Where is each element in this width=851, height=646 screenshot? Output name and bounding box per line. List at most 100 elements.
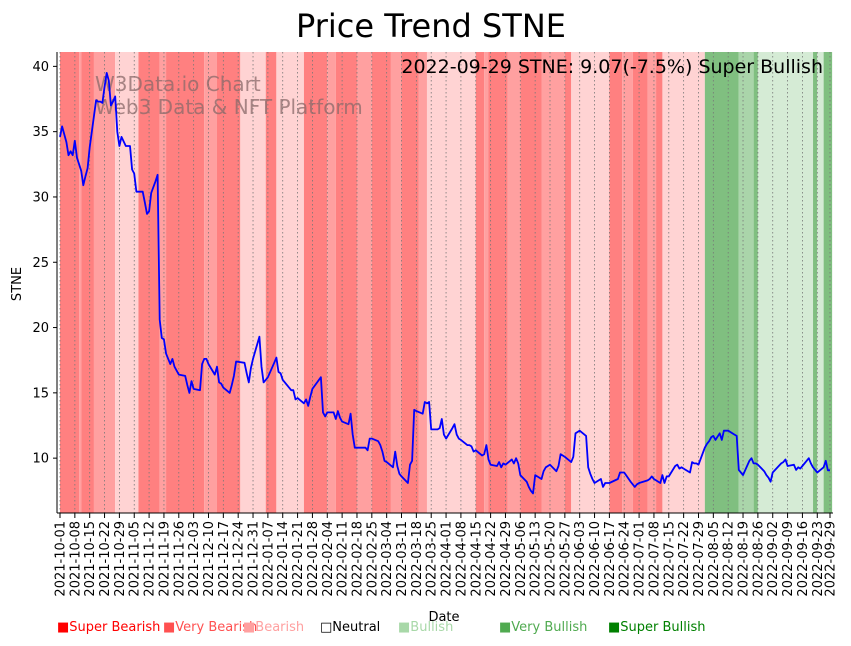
regime-band-super-bearish bbox=[166, 52, 205, 513]
x-tick-label: 2021-12-24 bbox=[232, 521, 247, 597]
legend-label: Bullish bbox=[410, 620, 454, 635]
regime-band-super-bearish bbox=[564, 52, 572, 513]
x-tick-label: 2022-02-04 bbox=[321, 521, 336, 597]
x-tick-label: 2022-09-23 bbox=[811, 521, 826, 597]
price-line-STNE bbox=[59, 72, 830, 495]
x-tick-label: 2022-09-16 bbox=[796, 521, 811, 597]
watermark-line-2: Web3 Data & NFT Platform bbox=[95, 95, 363, 119]
x-tick-label: 2021-12-10 bbox=[202, 521, 217, 597]
regime-band-super-bullish bbox=[704, 52, 739, 513]
y-tick-label: 15 bbox=[32, 386, 49, 401]
legend-item-very-bearish: ■ Very Bearish bbox=[163, 620, 257, 635]
regime-band-super-bearish bbox=[371, 52, 391, 513]
legend-label: Super Bearish bbox=[69, 620, 161, 635]
y-tick-label: 35 bbox=[32, 125, 49, 140]
regime-band-super-bearish bbox=[216, 52, 241, 513]
x-tick-label: 2022-01-21 bbox=[291, 521, 306, 597]
x-tick-label: 2022-07-15 bbox=[662, 521, 677, 597]
x-tick-label: 2022-08-12 bbox=[722, 521, 737, 597]
regime-band-super-bearish bbox=[488, 52, 508, 513]
regime-band-super-bearish bbox=[60, 52, 80, 513]
x-tick-label: 2022-01-07 bbox=[261, 521, 276, 597]
regime-band-bearish bbox=[356, 52, 372, 513]
legend-item-super-bearish: ■ Super Bearish bbox=[57, 620, 160, 635]
legend-item-bullish: ■ Bullish bbox=[398, 620, 453, 635]
legend-label: Very Bearish bbox=[175, 620, 258, 635]
regime-band-bearish bbox=[418, 52, 427, 513]
regime-band-bearish bbox=[79, 52, 82, 513]
legend-swatch-icon: ■ bbox=[499, 620, 512, 635]
x-tick-label: 2022-04-22 bbox=[484, 521, 499, 597]
legend-item-super-bullish: ■ Super Bullish bbox=[608, 620, 706, 635]
x-tick-label: 2022-05-13 bbox=[529, 521, 544, 597]
regime-band-bearish bbox=[204, 52, 217, 513]
x-tick-label: 2022-03-18 bbox=[410, 521, 425, 597]
regime-band-light-bearish bbox=[426, 52, 476, 513]
x-tick-label: 2022-04-01 bbox=[440, 521, 455, 597]
regime-band-super-bullish bbox=[823, 52, 833, 513]
y-tick-label: 20 bbox=[32, 321, 49, 336]
legend-swatch-icon: ■ bbox=[398, 620, 411, 635]
x-tick-label: 2022-06-03 bbox=[573, 521, 588, 597]
regime-band-bearish bbox=[159, 52, 167, 513]
x-tick-label: 2022-02-11 bbox=[336, 521, 351, 597]
y-tick-label: 10 bbox=[32, 452, 49, 467]
x-tick-label: 2021-10-15 bbox=[83, 521, 98, 597]
x-tick-label: 2022-03-25 bbox=[425, 521, 440, 597]
legend-label: Super Bullish bbox=[620, 620, 706, 635]
x-tick-label: 2021-11-12 bbox=[143, 521, 158, 597]
x-tick-label: 2022-05-27 bbox=[558, 521, 573, 597]
y-tick-label: 25 bbox=[32, 256, 49, 271]
regime-band-super-bearish bbox=[303, 52, 328, 513]
x-tick-label: 2022-08-26 bbox=[751, 521, 766, 597]
regime-band-bearish bbox=[390, 52, 402, 513]
regime-band-bearish bbox=[327, 52, 336, 513]
x-tick-label: 2022-05-20 bbox=[544, 521, 559, 597]
x-tick-label: 2022-06-17 bbox=[603, 521, 618, 597]
watermark-line-1: W3Data.io Chart bbox=[95, 72, 261, 96]
x-tick-label: 2022-04-29 bbox=[499, 521, 514, 597]
regime-band-super-bearish bbox=[632, 52, 648, 513]
regime-band-super-bearish bbox=[656, 52, 663, 513]
x-tick-label: 2022-09-02 bbox=[766, 521, 781, 597]
vertical-grid bbox=[59, 52, 831, 513]
x-tick-label: 2022-04-08 bbox=[454, 521, 469, 597]
x-tick-label: 2022-06-24 bbox=[618, 521, 633, 597]
x-tick-label: 2021-12-31 bbox=[247, 521, 262, 597]
x-axis-label: Date bbox=[428, 610, 459, 625]
regime-band-super-bearish bbox=[81, 52, 94, 513]
regime-band-bearish bbox=[622, 52, 633, 513]
legend-item-very-bullish: ■ Very Bullish bbox=[499, 620, 587, 635]
x-tick-label: 2022-03-04 bbox=[380, 521, 395, 597]
x-tick-label: 2022-08-05 bbox=[707, 521, 722, 597]
regime-band-super-bearish bbox=[335, 52, 357, 513]
x-tick-label: 2021-10-29 bbox=[113, 521, 128, 597]
legend-label: Very Bullish bbox=[511, 620, 588, 635]
x-tick-label: 2022-07-01 bbox=[633, 521, 648, 597]
x-tick-label: 2021-10-08 bbox=[68, 521, 83, 597]
y-tick-label: 30 bbox=[32, 190, 49, 205]
legend-swatch-icon: ■ bbox=[57, 620, 70, 635]
x-tick-label: 2021-10-01 bbox=[54, 521, 69, 597]
x-ticks: 2021-10-01 2021-10-08 2021-10-15 2021-10-22… bbox=[54, 513, 839, 597]
regime-band-super-bearish bbox=[265, 52, 277, 513]
legend-item-bearish: ■ Bearish bbox=[243, 620, 304, 635]
legend-label: Bearish bbox=[255, 620, 305, 635]
regime-band-super-bearish bbox=[401, 52, 419, 513]
chart-annotation: 2022-09-29 STNE: 9.07(-7.5%) Super Bulli… bbox=[401, 56, 823, 78]
x-tick-label: 2022-05-06 bbox=[514, 521, 529, 597]
x-tick-label: 2022-07-08 bbox=[647, 521, 662, 597]
y-ticks: 10 15 20 25 30 35 40 bbox=[32, 60, 57, 467]
legend-swatch-icon: ■ bbox=[243, 620, 256, 635]
regime-band-bearish bbox=[484, 52, 489, 513]
x-tick-label: 2022-07-29 bbox=[692, 521, 707, 597]
x-tick-label: 2022-04-15 bbox=[469, 521, 484, 597]
regime-band-very-bullish bbox=[738, 52, 754, 513]
regime-band-super-bearish bbox=[609, 52, 623, 513]
regime-band-light-bearish bbox=[115, 52, 139, 513]
regime-band-light-bearish bbox=[276, 52, 304, 513]
x-tick-label: 2022-02-18 bbox=[350, 521, 365, 597]
regime-band-super-bearish bbox=[475, 52, 485, 513]
regime-band-super-bearish bbox=[520, 52, 542, 513]
x-tick-label: 2021-11-26 bbox=[172, 521, 187, 597]
